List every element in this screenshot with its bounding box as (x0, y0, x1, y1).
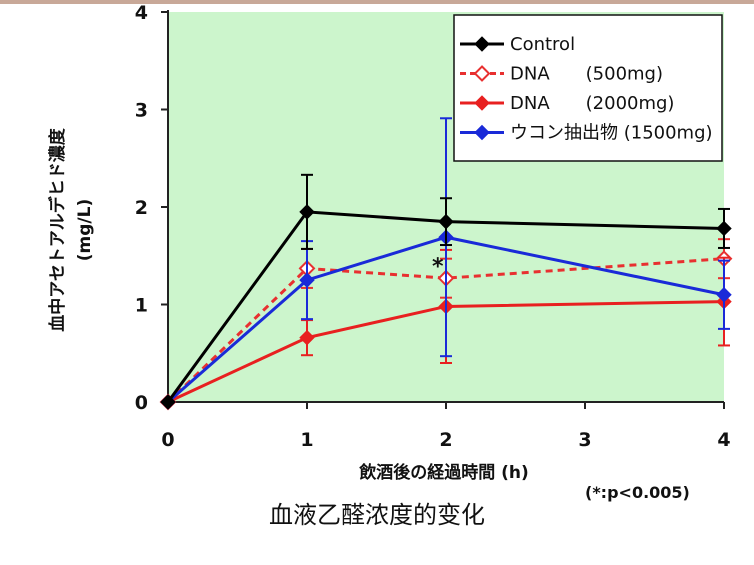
series-line (166, 257, 725, 404)
y-tick-label: 1 (135, 295, 148, 317)
y-tick-label: 3 (135, 100, 148, 122)
legend-marker (474, 124, 490, 141)
series-0 (160, 173, 732, 410)
data-point (299, 204, 315, 220)
x-tick-label: 0 (161, 429, 174, 451)
legend-box (453, 14, 723, 162)
y-tick-label: 0 (135, 392, 148, 414)
x-axis-label: 飲酒後の経過時間 (h) (358, 462, 529, 483)
y-tick-labels: 0 1 2 3 4 (135, 2, 148, 414)
legend-label: DNA (2000mg) (510, 93, 674, 114)
x-tick-label: 2 (439, 429, 452, 451)
significance-footnote: (*:p<0.005) (585, 483, 690, 502)
y-axis-label-main: 血中アセトアルデヒド濃度 (47, 127, 68, 331)
data-point (438, 213, 454, 230)
series-line (166, 210, 725, 403)
series-3 (160, 117, 732, 410)
data-point (716, 287, 732, 303)
legend-label: DNA (500mg) (510, 64, 663, 85)
data-point (299, 272, 315, 288)
x-tick-label: 4 (717, 429, 730, 451)
legend-entry-0: Control (460, 34, 575, 55)
y-axis-label: 血中アセトアルデヒド濃度 (mg/L) (47, 127, 95, 331)
data-point (160, 394, 176, 410)
figure-caption: 血液乙醛浓度的变化 (269, 501, 485, 529)
data-point (299, 329, 315, 346)
legend-label: ウコン抽出物 (1500mg) (510, 123, 713, 144)
legend-entry-2: DNA (2000mg) (460, 93, 674, 114)
y-tick-label: 2 (135, 197, 148, 219)
top-border-line (0, 0, 754, 4)
legend-entry-1: DNA (500mg) (460, 64, 663, 85)
series-layer (159, 117, 733, 411)
series-line (167, 300, 725, 404)
legend: Control DNA (500mg) DNA (2000mg) ウコン抽出物 (15… (453, 14, 723, 162)
significance-marker: * (432, 254, 444, 279)
legend-marker (474, 95, 490, 111)
legend-marker (473, 65, 491, 82)
y-tick-label: 4 (135, 2, 148, 24)
annotations: * (432, 254, 444, 279)
y-axis-label-unit: (mg/L) (75, 199, 95, 261)
line-chart: 0 1 2 3 4 0 1 2 3 4 * 飲酒後の経過時間 (h) 血中アセトアルデヒド濃度 … (47, 2, 733, 483)
legend-label: Control (510, 34, 575, 55)
series-line (167, 235, 725, 404)
x-tick-labels: 0 1 2 3 4 (161, 429, 730, 451)
legend-marker (474, 36, 490, 52)
data-point (716, 220, 732, 237)
x-tick-label: 3 (578, 429, 591, 451)
legend-entry-3: ウコン抽出物 (1500mg) (460, 123, 713, 144)
x-tick-label: 1 (300, 429, 313, 451)
